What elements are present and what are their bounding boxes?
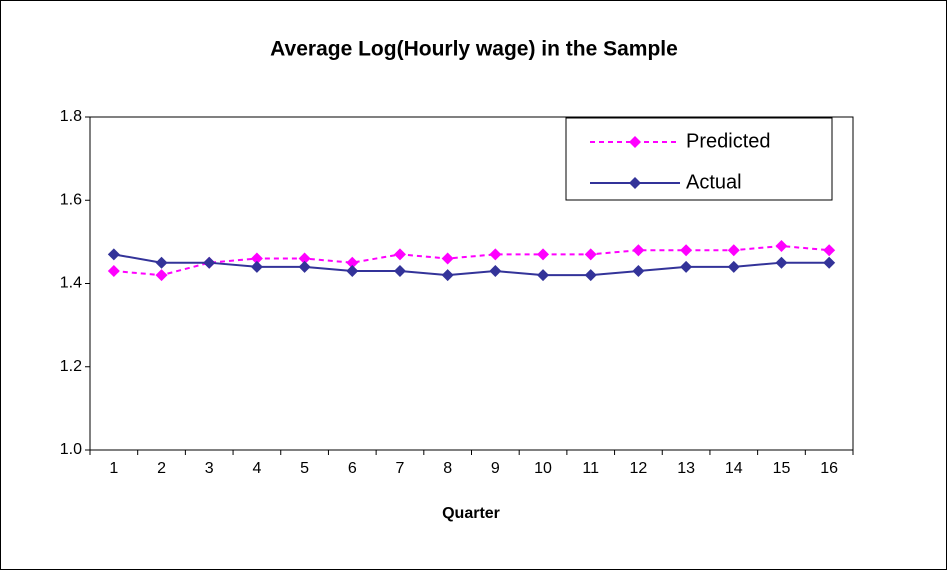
y-tick-label: 1.4 [60,275,82,292]
x-tick-label: 10 [534,460,552,477]
y-tick-label: 1.8 [60,108,82,125]
data-point [775,256,788,269]
series-line [113,245,830,277]
x-tick-label: 3 [205,460,214,477]
x-tick-label: 8 [443,460,452,477]
chart-title: Average Log(Hourly wage) in the Sample [270,38,678,61]
data-point [632,265,645,278]
data-point [489,265,502,278]
data-point [298,252,311,265]
data-point [298,260,311,273]
series-line [113,253,830,277]
x-tick-label: 13 [677,460,695,477]
data-point [632,244,645,257]
data-point [393,248,406,261]
x-tick-label: 1 [109,460,118,477]
data-point [155,269,168,282]
data-point [727,244,740,257]
data-point [346,265,359,278]
x-tick-label: 2 [157,460,166,477]
x-tick-label: 15 [773,460,791,477]
data-point [346,256,359,269]
data-point [250,252,263,265]
x-axis-label: Quarter [442,505,500,522]
data-point [107,265,120,278]
legend-label: Predicted [686,130,771,152]
x-tick-label: 9 [491,460,500,477]
x-tick-label: 12 [630,460,648,477]
data-point [680,244,693,257]
data-point [680,260,693,273]
data-point [823,256,836,269]
data-point [155,256,168,269]
data-point [727,260,740,273]
y-tick-label: 1.6 [60,191,82,208]
x-tick-label: 4 [252,460,261,477]
legend-marker [629,136,641,148]
data-point [584,248,597,261]
x-tick-label: 16 [820,460,838,477]
data-point [489,248,502,261]
data-point [537,248,550,261]
legend-marker [629,177,641,189]
x-tick-label: 5 [300,460,309,477]
x-tick-label: 14 [725,460,743,477]
x-tick-label: 6 [348,460,357,477]
legend-label: Actual [686,171,742,193]
x-tick-label: 7 [396,460,405,477]
y-tick-label: 1.0 [60,441,82,458]
data-point [441,252,454,265]
legend-box [565,117,833,201]
data-point [584,269,597,282]
data-point [441,269,454,282]
x-tick-label: 11 [582,460,599,477]
data-point [537,269,550,282]
y-tick-label: 1.2 [60,358,82,375]
data-point [203,256,216,269]
data-point [775,240,788,253]
data-point [393,265,406,278]
data-point [823,244,836,257]
data-point [250,260,263,273]
data-point [107,248,120,261]
